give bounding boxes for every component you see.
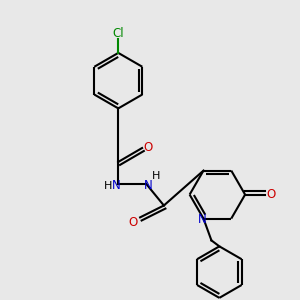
Text: O: O (266, 188, 275, 201)
Text: H: H (152, 171, 160, 181)
Text: H: H (104, 181, 112, 191)
Text: O: O (143, 140, 153, 154)
Text: Cl: Cl (112, 27, 124, 40)
Text: O: O (128, 216, 138, 229)
Text: N: N (198, 213, 207, 226)
Text: N: N (112, 179, 121, 192)
Text: N: N (144, 179, 152, 192)
